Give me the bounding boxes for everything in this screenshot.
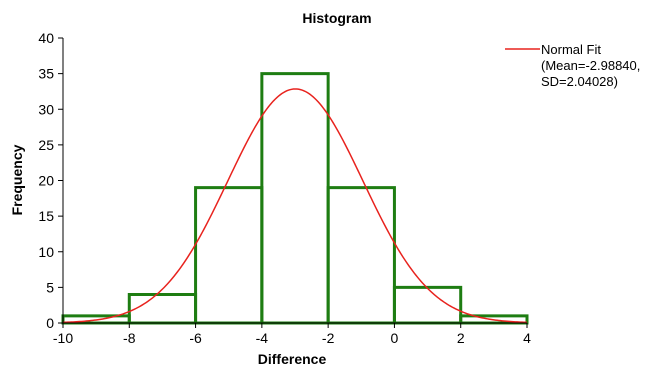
y-tick-label-0: 0 (46, 315, 54, 331)
y-tick-label-30: 30 (38, 101, 54, 117)
x-tick-label--6: -6 (189, 330, 202, 346)
y-tick-label-15: 15 (38, 208, 54, 224)
y-tick-label-5: 5 (46, 279, 54, 295)
y-tick-label-10: 10 (38, 244, 54, 260)
y-tick-label-25: 25 (38, 137, 54, 153)
legend: Normal Fit (Mean=-2.98840, SD=2.04028) (505, 42, 640, 89)
x-tick-label--8: -8 (123, 330, 136, 346)
histogram-bar-1 (127, 293, 198, 325)
legend-line-1: Normal Fit (541, 42, 601, 57)
legend-line-2: (Mean=-2.98840, (541, 58, 640, 73)
plot-area: 0 5 10 15 20 25 30 35 40 -10 -8 -6 -4 -2 0 2 4 (38, 30, 531, 346)
x-axis-label: Difference (258, 351, 327, 367)
x-tick-label--2: -2 (322, 330, 335, 346)
histogram-bar-5 (392, 285, 463, 325)
x-tick-label--10: -10 (53, 330, 73, 346)
chart-title: Histogram (302, 10, 371, 26)
histogram-bar-2 (194, 186, 264, 325)
x-tick-label-2: 2 (457, 330, 465, 346)
histogram-bar-3 (260, 72, 330, 325)
y-tick-label-40: 40 (38, 30, 54, 46)
normal-fit-curve (62, 88, 528, 324)
x-tick-label-4: 4 (523, 330, 531, 346)
y-tick-label-35: 35 (38, 66, 54, 82)
histogram-bar-4 (326, 186, 396, 325)
y-axis-label: Frequency (9, 144, 25, 215)
y-tick-label-20: 20 (38, 173, 54, 189)
legend-line-3: SD=2.04028) (541, 74, 618, 89)
x-tick-label-0: 0 (391, 330, 399, 346)
x-tick-label--4: -4 (256, 330, 269, 346)
